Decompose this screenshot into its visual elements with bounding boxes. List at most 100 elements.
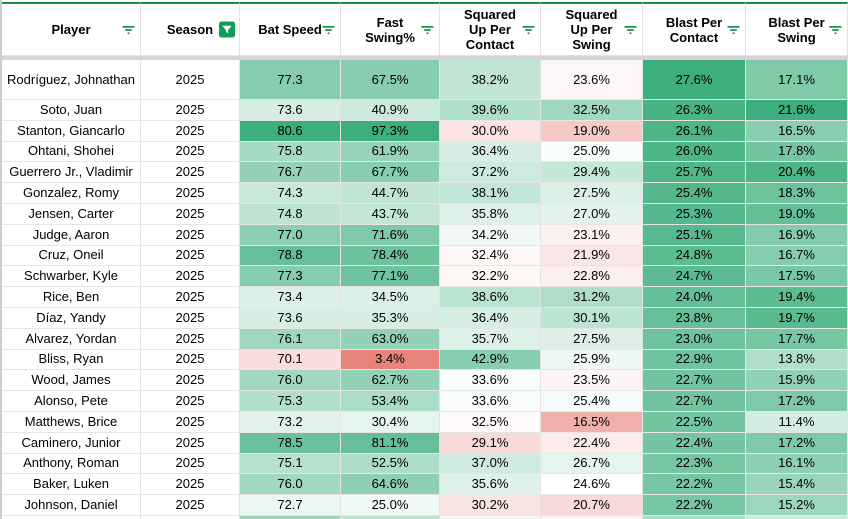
header-cell-squared-up-per-swing[interactable]: Squared Up Per Swing: [541, 2, 643, 56]
cell-player[interactable]: Judge, Aaron: [2, 224, 141, 246]
cell-squared-up-per-swing[interactable]: 27.0%: [541, 203, 643, 225]
cell-blast-per-swing[interactable]: 15.2%: [746, 495, 848, 516]
cell-season[interactable]: 2025: [141, 266, 240, 288]
cell-bat-speed[interactable]: 75.8: [240, 141, 341, 163]
filter-icon[interactable]: [419, 22, 435, 38]
cell-blast-per-swing[interactable]: 17.8%: [746, 141, 848, 163]
cell-blast-per-swing[interactable]: 16.7%: [746, 245, 848, 267]
cell-blast-per-contact[interactable]: 26.3%: [643, 100, 746, 121]
cell-fast-swing-pct[interactable]: 64.6%: [341, 474, 440, 496]
cell-blast-per-swing[interactable]: 16.1%: [746, 453, 848, 475]
partial-row-cell[interactable]: [643, 515, 746, 519]
cell-player[interactable]: Guerrero Jr., Vladimir: [2, 162, 141, 184]
cell-season[interactable]: 2025: [141, 453, 240, 475]
cell-player[interactable]: Stanton, Giancarlo: [2, 120, 141, 142]
cell-squared-up-per-swing[interactable]: 26.7%: [541, 453, 643, 475]
cell-fast-swing-pct[interactable]: 3.4%: [341, 349, 440, 371]
cell-squared-up-per-contact[interactable]: 32.5%: [440, 411, 541, 433]
cell-fast-swing-pct[interactable]: 81.1%: [341, 432, 440, 454]
cell-squared-up-per-contact[interactable]: 32.2%: [440, 266, 541, 288]
cell-blast-per-contact[interactable]: 22.7%: [643, 391, 746, 412]
cell-blast-per-contact[interactable]: 22.2%: [643, 495, 746, 516]
cell-fast-swing-pct[interactable]: 52.5%: [341, 453, 440, 475]
header-cell-blast-per-swing[interactable]: Blast Per Swing: [746, 2, 848, 56]
header-cell-blast-per-contact[interactable]: Blast Per Contact: [643, 2, 746, 56]
cell-fast-swing-pct[interactable]: 97.3%: [341, 120, 440, 142]
filter-active-icon[interactable]: [219, 21, 235, 38]
cell-season[interactable]: 2025: [141, 141, 240, 163]
cell-bat-speed[interactable]: 77.3: [240, 60, 341, 100]
cell-fast-swing-pct[interactable]: 40.9%: [341, 100, 440, 121]
cell-blast-per-contact[interactable]: 25.4%: [643, 183, 746, 204]
cell-bat-speed[interactable]: 70.1: [240, 349, 341, 371]
cell-blast-per-swing[interactable]: 16.9%: [746, 224, 848, 246]
cell-blast-per-swing[interactable]: 11.4%: [746, 411, 848, 433]
cell-player[interactable]: Wood, James: [2, 370, 141, 392]
cell-blast-per-contact[interactable]: 22.5%: [643, 411, 746, 433]
cell-player[interactable]: Schwarber, Kyle: [2, 266, 141, 288]
cell-player[interactable]: Baker, Luken: [2, 474, 141, 496]
cell-blast-per-contact[interactable]: 25.1%: [643, 224, 746, 246]
partial-row-cell[interactable]: [141, 515, 240, 519]
cell-fast-swing-pct[interactable]: 53.4%: [341, 391, 440, 412]
cell-squared-up-per-contact[interactable]: 34.2%: [440, 224, 541, 246]
cell-season[interactable]: 2025: [141, 370, 240, 392]
filter-icon[interactable]: [520, 22, 536, 38]
cell-squared-up-per-swing[interactable]: 19.0%: [541, 120, 643, 142]
cell-squared-up-per-contact[interactable]: 38.6%: [440, 287, 541, 308]
cell-squared-up-per-contact[interactable]: 32.4%: [440, 245, 541, 267]
cell-blast-per-contact[interactable]: 22.4%: [643, 432, 746, 454]
cell-squared-up-per-contact[interactable]: 30.0%: [440, 120, 541, 142]
cell-blast-per-swing[interactable]: 17.2%: [746, 432, 848, 454]
cell-fast-swing-pct[interactable]: 77.1%: [341, 266, 440, 288]
cell-blast-per-swing[interactable]: 17.7%: [746, 328, 848, 350]
cell-fast-swing-pct[interactable]: 63.0%: [341, 328, 440, 350]
partial-row-cell[interactable]: [341, 515, 440, 519]
cell-blast-per-swing[interactable]: 13.8%: [746, 349, 848, 371]
cell-player[interactable]: Ohtani, Shohei: [2, 141, 141, 163]
cell-squared-up-per-contact[interactable]: 35.7%: [440, 328, 541, 350]
cell-season[interactable]: 2025: [141, 224, 240, 246]
partial-row-cell[interactable]: [240, 515, 341, 519]
cell-bat-speed[interactable]: 78.8: [240, 245, 341, 267]
cell-player[interactable]: Rodríguez, Johnathan: [2, 60, 141, 100]
cell-season[interactable]: 2025: [141, 349, 240, 371]
cell-player[interactable]: Bliss, Ryan: [2, 349, 141, 371]
cell-player[interactable]: Rice, Ben: [2, 287, 141, 308]
cell-fast-swing-pct[interactable]: 44.7%: [341, 183, 440, 204]
cell-bat-speed[interactable]: 76.0: [240, 474, 341, 496]
cell-player[interactable]: Caminero, Junior: [2, 432, 141, 454]
cell-squared-up-per-contact[interactable]: 29.1%: [440, 432, 541, 454]
cell-season[interactable]: 2025: [141, 245, 240, 267]
cell-bat-speed[interactable]: 76.7: [240, 162, 341, 184]
cell-squared-up-per-contact[interactable]: 42.9%: [440, 349, 541, 371]
cell-season[interactable]: 2025: [141, 60, 240, 100]
cell-blast-per-swing[interactable]: 17.2%: [746, 391, 848, 412]
cell-player[interactable]: Anthony, Roman: [2, 453, 141, 475]
cell-squared-up-per-swing[interactable]: 21.9%: [541, 245, 643, 267]
cell-blast-per-swing[interactable]: 19.4%: [746, 287, 848, 308]
cell-fast-swing-pct[interactable]: 30.4%: [341, 411, 440, 433]
cell-squared-up-per-contact[interactable]: 33.6%: [440, 370, 541, 392]
cell-squared-up-per-contact[interactable]: 35.6%: [440, 474, 541, 496]
cell-squared-up-per-contact[interactable]: 38.2%: [440, 60, 541, 100]
cell-squared-up-per-swing[interactable]: 27.5%: [541, 183, 643, 204]
cell-bat-speed[interactable]: 77.3: [240, 266, 341, 288]
cell-squared-up-per-swing[interactable]: 29.4%: [541, 162, 643, 184]
cell-season[interactable]: 2025: [141, 162, 240, 184]
cell-fast-swing-pct[interactable]: 78.4%: [341, 245, 440, 267]
cell-bat-speed[interactable]: 76.1: [240, 328, 341, 350]
cell-fast-swing-pct[interactable]: 67.7%: [341, 162, 440, 184]
cell-squared-up-per-swing[interactable]: 23.1%: [541, 224, 643, 246]
cell-blast-per-swing[interactable]: 17.1%: [746, 60, 848, 100]
cell-blast-per-contact[interactable]: 24.0%: [643, 287, 746, 308]
cell-fast-swing-pct[interactable]: 34.5%: [341, 287, 440, 308]
cell-blast-per-swing[interactable]: 19.7%: [746, 307, 848, 329]
cell-fast-swing-pct[interactable]: 71.6%: [341, 224, 440, 246]
partial-row-cell[interactable]: [541, 515, 643, 519]
filter-icon[interactable]: [725, 22, 741, 38]
cell-fast-swing-pct[interactable]: 61.9%: [341, 141, 440, 163]
cell-season[interactable]: 2025: [141, 307, 240, 329]
header-cell-squared-up-per-contact[interactable]: Squared Up Per Contact: [440, 2, 541, 56]
partial-row-cell[interactable]: [440, 515, 541, 519]
